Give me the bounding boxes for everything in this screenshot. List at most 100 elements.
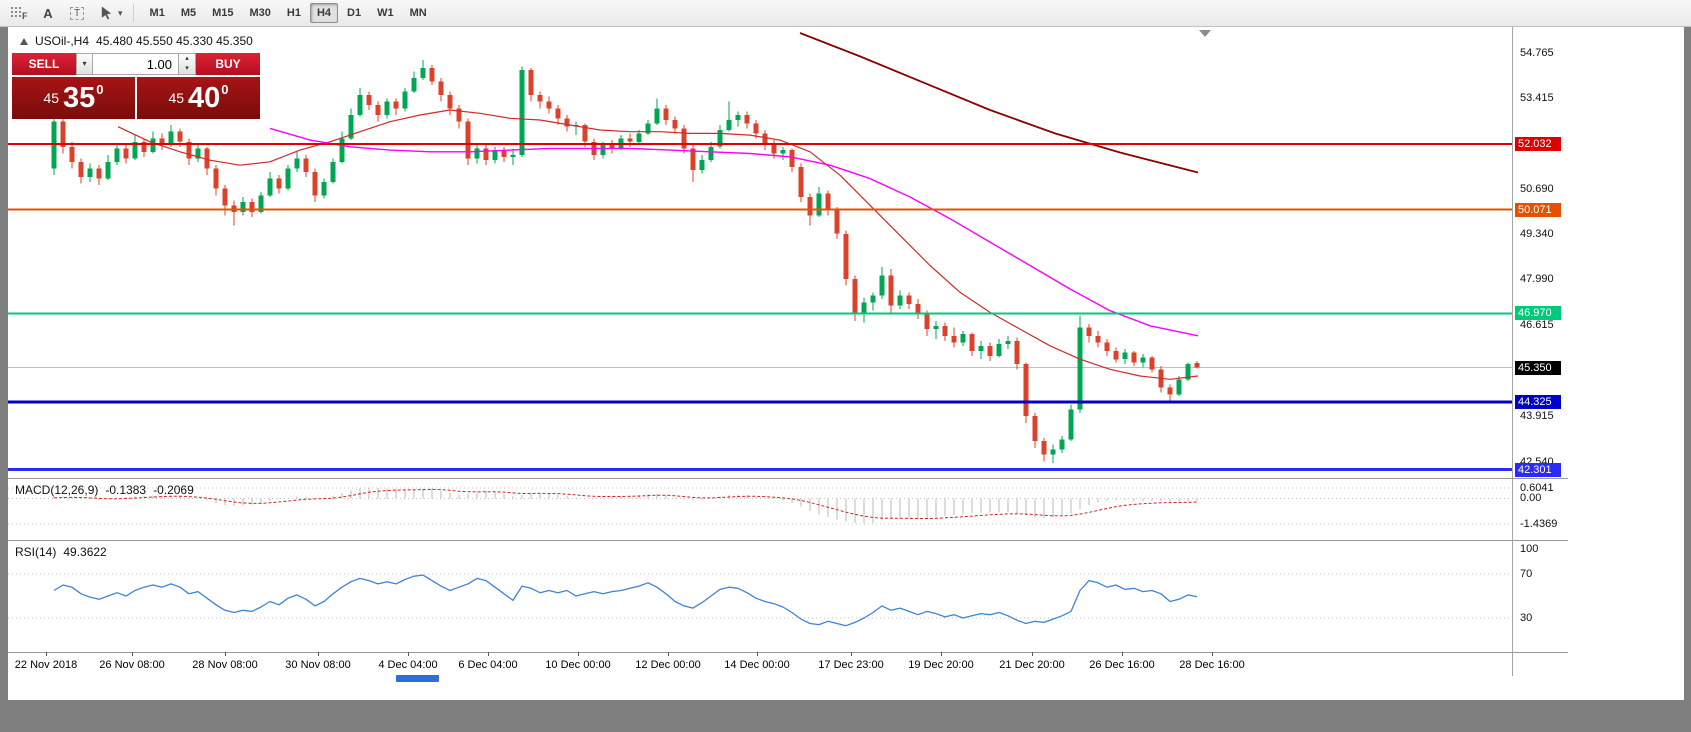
rsi-pane[interactable]: [8, 541, 1512, 651]
axis-label: 53.415: [1520, 91, 1554, 104]
timeframe-button-H1[interactable]: H1: [286, 7, 301, 19]
timeframe-button-MN[interactable]: MN: [409, 7, 427, 19]
timeframe-group: M1 M5 M15 M30 H1 H4 D1 W1 MN: [143, 3, 436, 23]
panel-toggle-icon[interactable]: [20, 37, 28, 45]
macd-value-signal: -0.2069: [153, 483, 194, 497]
bottom-blue-indicator: [396, 675, 439, 682]
rsi-name: RSI(14): [15, 545, 57, 559]
axis-label: 49.340: [1520, 228, 1554, 241]
axis-label: 70: [1520, 568, 1533, 580]
time-label: 6 Dec 04:00: [458, 659, 518, 671]
axis-label: 43.915: [1520, 409, 1554, 422]
buy-price-button[interactable]: 45 40 0: [137, 77, 260, 119]
axis-label: 54.765: [1520, 46, 1554, 59]
buy-price-pips: 40: [188, 82, 221, 114]
lot-dropdown-button[interactable]: ▾: [76, 53, 93, 75]
time-label: 28 Dec 16:00: [1179, 659, 1245, 671]
macd-pane[interactable]: [8, 479, 1512, 539]
time-label: 28 Nov 08:00: [192, 659, 258, 671]
chart-area[interactable]: 54.765 53.415 52.032 50.690 50.071 49.340 47.9…: [8, 27, 1568, 700]
price-chart-pane[interactable]: [8, 28, 1512, 478]
time-scale[interactable]: 22 Nov 2018 26 Nov 08:00 28 Nov 08:00 30 No…: [8, 652, 1512, 676]
timeframe-button-W1[interactable]: W1: [377, 7, 394, 19]
text-a-icon[interactable]: A: [35, 3, 61, 23]
time-tick: [757, 652, 758, 656]
chart-ohlc-readout: USOil-,H4 45.480 45.550 45.330 45.350: [20, 34, 253, 48]
sell-price-point: 0: [96, 82, 104, 97]
time-tick: [408, 652, 409, 656]
time-tick: [668, 652, 669, 656]
cursor-glyph: [101, 6, 111, 20]
axis-label: 46.615: [1520, 319, 1554, 332]
time-tick: [1122, 652, 1123, 656]
cursor-arrow-icon[interactable]: [93, 3, 119, 23]
price-level-badge: 45.350: [1515, 360, 1561, 375]
axis-label: 30: [1520, 612, 1533, 624]
price-level-badge: 42.301: [1515, 462, 1561, 477]
price-level-badge: 46.970: [1515, 306, 1561, 321]
pane-separator[interactable]: [8, 478, 1568, 479]
pane-separator[interactable]: [8, 540, 1568, 541]
sell-price-button[interactable]: 45 35 0: [12, 77, 135, 119]
ma-fast-line: [117, 109, 1199, 380]
toolbar-separator: [132, 4, 134, 22]
ma-long-line: [799, 32, 1199, 174]
sell-price-pips: 35: [63, 82, 96, 114]
lot-stepper[interactable]: ▴ ▾: [179, 53, 196, 75]
timeframe-button-M5[interactable]: M5: [180, 7, 197, 19]
buy-button[interactable]: BUY: [196, 53, 260, 75]
time-tick: [851, 652, 852, 656]
time-tick: [1032, 652, 1033, 656]
buy-price-point: 0: [221, 82, 229, 97]
chart-shift-marker-icon[interactable]: [1199, 30, 1211, 37]
label-t-glyph: T: [69, 6, 85, 20]
macd-signal-line: [53, 488, 1198, 519]
timeframe-button-H4[interactable]: H4: [309, 3, 339, 23]
lot-size-input[interactable]: [93, 53, 179, 75]
pane-separator[interactable]: [8, 652, 1568, 653]
text-a-label: A: [43, 5, 53, 21]
buy-price-int: 45: [168, 90, 185, 106]
svg-text:F: F: [22, 11, 28, 20]
time-tick: [318, 652, 319, 656]
axis-label: 100: [1520, 543, 1539, 555]
macd-name: MACD(12,26,9): [15, 483, 99, 497]
ohlc-values: 45.480 45.550 45.330 45.350: [96, 34, 253, 48]
time-label: 4 Dec 04:00: [378, 659, 438, 671]
time-label: 14 Dec 00:00: [724, 659, 790, 671]
time-label: 19 Dec 20:00: [908, 659, 974, 671]
time-label: 30 Nov 08:00: [285, 659, 351, 671]
sell-button[interactable]: SELL: [12, 53, 76, 75]
grid-icon-glyph: F: [11, 7, 28, 20]
price-level-badge: 44.325: [1515, 394, 1561, 409]
price-level-badge: 50.071: [1515, 202, 1561, 217]
time-tick: [488, 652, 489, 656]
time-label: 26 Dec 16:00: [1089, 659, 1155, 671]
candles-layer: [51, 59, 1200, 463]
stepper-down-icon[interactable]: ▾: [185, 65, 189, 72]
macd-value-main: -0.1383: [105, 483, 147, 497]
one-click-trade-panel: SELL ▾ ▴ ▾ BUY 45 35 0 45 40 0: [12, 53, 260, 119]
stepper-up-icon[interactable]: ▴: [185, 55, 189, 62]
grid-f-icon[interactable]: F: [6, 3, 32, 23]
ma-slow-line: [269, 127, 1199, 337]
time-label: 22 Nov 2018: [14, 659, 78, 671]
time-tick: [46, 652, 47, 656]
price-scale[interactable]: 54.765 53.415 52.032 50.690 50.071 49.340 47.9…: [1512, 27, 1568, 676]
timeframe-button-M1[interactable]: M1: [149, 7, 165, 19]
time-tick: [578, 652, 579, 656]
axis-label: 50.690: [1520, 182, 1554, 195]
rsi-value: 49.3622: [63, 545, 107, 559]
time-label: 26 Nov 08:00: [99, 659, 165, 671]
timeframe-button-M15[interactable]: M15: [212, 7, 234, 19]
time-label: 10 Dec 00:00: [545, 659, 611, 671]
timeframe-button-D1[interactable]: D1: [347, 7, 362, 19]
time-tick: [132, 652, 133, 656]
axis-label: 0.00: [1520, 492, 1542, 505]
time-tick: [225, 652, 226, 656]
cursor-dropdown-icon[interactable]: ▾: [118, 7, 123, 18]
axis-label: -1.4369: [1520, 517, 1558, 530]
label-t-icon[interactable]: T: [64, 3, 90, 23]
timeframe-button-M30[interactable]: M30: [249, 7, 271, 19]
time-tick: [941, 652, 942, 656]
